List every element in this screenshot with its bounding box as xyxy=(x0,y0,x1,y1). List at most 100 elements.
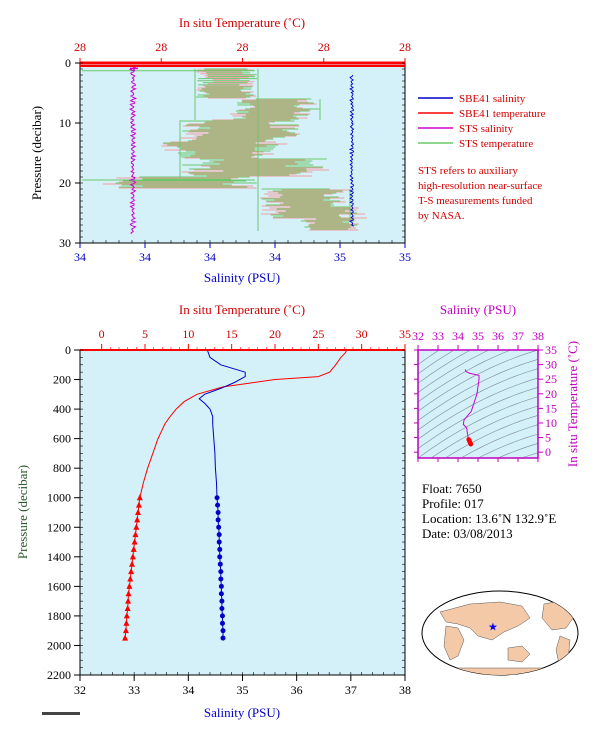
top-salinity-tick-label: 34 xyxy=(139,250,151,264)
top-temperature-tick-label: 28 xyxy=(399,40,411,54)
main-traces xyxy=(122,349,347,641)
salinity-point xyxy=(218,583,224,589)
legend-sbe41-salinity: SBE41 salinity xyxy=(459,93,526,105)
temperature-point xyxy=(123,619,130,626)
main-salinity-tick-label: 37 xyxy=(345,683,357,697)
ts-temperature-axis-title: In situ Temperature (˚C) xyxy=(565,341,580,467)
top-temperature-tick-label: 28 xyxy=(74,40,86,54)
temperature-point xyxy=(129,560,135,567)
sbe41-salinity-trace xyxy=(348,74,355,227)
main-pressure-tick-label: 200 xyxy=(53,373,71,387)
ts-salinity-tick-label: 36 xyxy=(492,329,504,343)
main-pressure-tick-label: 1200 xyxy=(47,520,71,534)
main-pressure-tick-label: 600 xyxy=(53,432,71,446)
temperature-point xyxy=(131,538,138,545)
sts-note: STS refers to auxiliary high-resolution … xyxy=(418,165,542,222)
main-pressure-tick-label: 1600 xyxy=(47,579,71,593)
ts-deep-point xyxy=(468,442,473,447)
map-eurasia xyxy=(439,601,531,641)
legend-sbe41-temperature: SBE41 temperature xyxy=(459,108,546,120)
ts-diagram: Salinity (PSU) In situ Temperature (˚C) … xyxy=(412,302,580,467)
float-id: Float: 7650 xyxy=(422,481,482,496)
main-pressure-tick-label: 400 xyxy=(53,402,71,416)
salinity-point xyxy=(218,569,224,575)
ts-density-contour xyxy=(460,424,538,458)
top-temperature-axis-title: In situ Temperature (˚C) xyxy=(179,15,305,30)
temperature-point xyxy=(123,612,130,619)
ts-density-contour xyxy=(418,396,538,458)
temperature-point xyxy=(127,575,134,582)
main-temperature-tick-label: 15 xyxy=(226,327,238,341)
temperature-point xyxy=(122,627,129,634)
salinity-point xyxy=(219,598,225,604)
top-salinity-tick-label: 34 xyxy=(269,250,281,264)
float-location-marker: ★ xyxy=(488,622,498,634)
main-plot-area xyxy=(79,349,406,676)
salinity-point xyxy=(218,576,224,582)
float-location-star: ★ xyxy=(488,622,498,634)
main-temperature-tick-label: 10 xyxy=(182,327,194,341)
salinity-point xyxy=(217,561,223,567)
salinity-point xyxy=(219,620,225,626)
salinity-point xyxy=(220,635,226,641)
ts-salinity-tick-label: 37 xyxy=(512,329,524,343)
top-chart: In situ Temperature (˚C) Salinity (PSU) … xyxy=(29,15,546,285)
temperature-point xyxy=(134,516,141,523)
ts-density-contour xyxy=(444,415,538,458)
ts-temperature-tick-label: 10 xyxy=(545,416,557,430)
ts-density-contour xyxy=(418,350,455,375)
top-temperature-tick-label: 28 xyxy=(318,40,330,54)
main-temperature-tick-label: 25 xyxy=(312,327,324,341)
map-africa xyxy=(443,625,465,661)
main-pressure-tick-label: 1800 xyxy=(47,609,71,623)
ts-density-contour xyxy=(418,368,538,431)
top-salinity-ticks: 34 34 34 34 35 35 xyxy=(74,240,411,264)
sts-note-line: T-S measurements funded xyxy=(418,195,533,207)
top-pressure-tick-label: 20 xyxy=(59,176,71,190)
top-traces xyxy=(80,65,405,235)
temperature-point xyxy=(132,531,139,538)
sts-note-line: high-resolution near-surface xyxy=(418,180,542,192)
ts-temperature-tick-label: 25 xyxy=(545,372,557,386)
legend-sts-temperature: STS temperature xyxy=(459,138,533,150)
ts-density-contour xyxy=(418,387,538,449)
ts-density-contour xyxy=(418,350,538,412)
main-pressure-axis-title: Pressure (decibar) xyxy=(15,465,30,559)
top-pressure-ticks: 0 10 20 30 xyxy=(59,56,405,250)
ts-salinity-axis-title: Salinity (PSU) xyxy=(440,302,516,317)
main-pressure-ticks: 0 200 400 600 800 1000 1200 1400 1600 1800 2000 220… xyxy=(47,343,405,682)
profile-number: Profile: 017 xyxy=(422,496,484,511)
temperature-point xyxy=(129,553,136,560)
top-pressure-tick-label: 10 xyxy=(59,116,71,130)
main-salinity-tick-label: 32 xyxy=(74,683,86,697)
ts-temperature-tick-label: 20 xyxy=(545,387,557,401)
salinity-point xyxy=(216,524,222,530)
top-pressure-axis-title: Pressure (decibar) xyxy=(29,106,44,200)
main-salinity-tick-label: 35 xyxy=(237,683,249,697)
temperature-point xyxy=(126,582,133,589)
main-temperature-ticks: 0 5 10 15 20 25 30 35 xyxy=(80,327,411,351)
top-pressure-tick-label: 30 xyxy=(59,236,71,250)
main-salinity-axis-title: Salinity (PSU) xyxy=(204,705,280,720)
salinity-point xyxy=(216,539,222,545)
ts-salinity-tick-label: 32 xyxy=(412,329,424,343)
main-pressure-tick-label: 1400 xyxy=(47,550,71,564)
salinity-point xyxy=(219,613,225,619)
top-temperature-ticks: 28 28 28 28 28 xyxy=(74,40,411,65)
temperature-point xyxy=(128,568,135,575)
ts-temperature-tick-label: 5 xyxy=(545,431,551,445)
salinity-point xyxy=(216,532,222,538)
salinity-point xyxy=(214,495,220,501)
ts-density-contour xyxy=(418,350,440,365)
temperature-point xyxy=(133,523,140,530)
main-pressure-tick-label: 2000 xyxy=(47,638,71,652)
sts-salinity-trace xyxy=(128,65,138,235)
salinity-point xyxy=(215,502,221,508)
salinity-point xyxy=(215,510,221,515)
ts-salinity-tick-label: 33 xyxy=(432,329,444,343)
ts-traces xyxy=(462,369,480,447)
ts-density-contours xyxy=(418,350,538,458)
main-temperature-tick-label: 35 xyxy=(399,327,411,341)
salinity-point xyxy=(218,591,224,597)
ts-temperature-tick-label: 35 xyxy=(545,343,557,357)
